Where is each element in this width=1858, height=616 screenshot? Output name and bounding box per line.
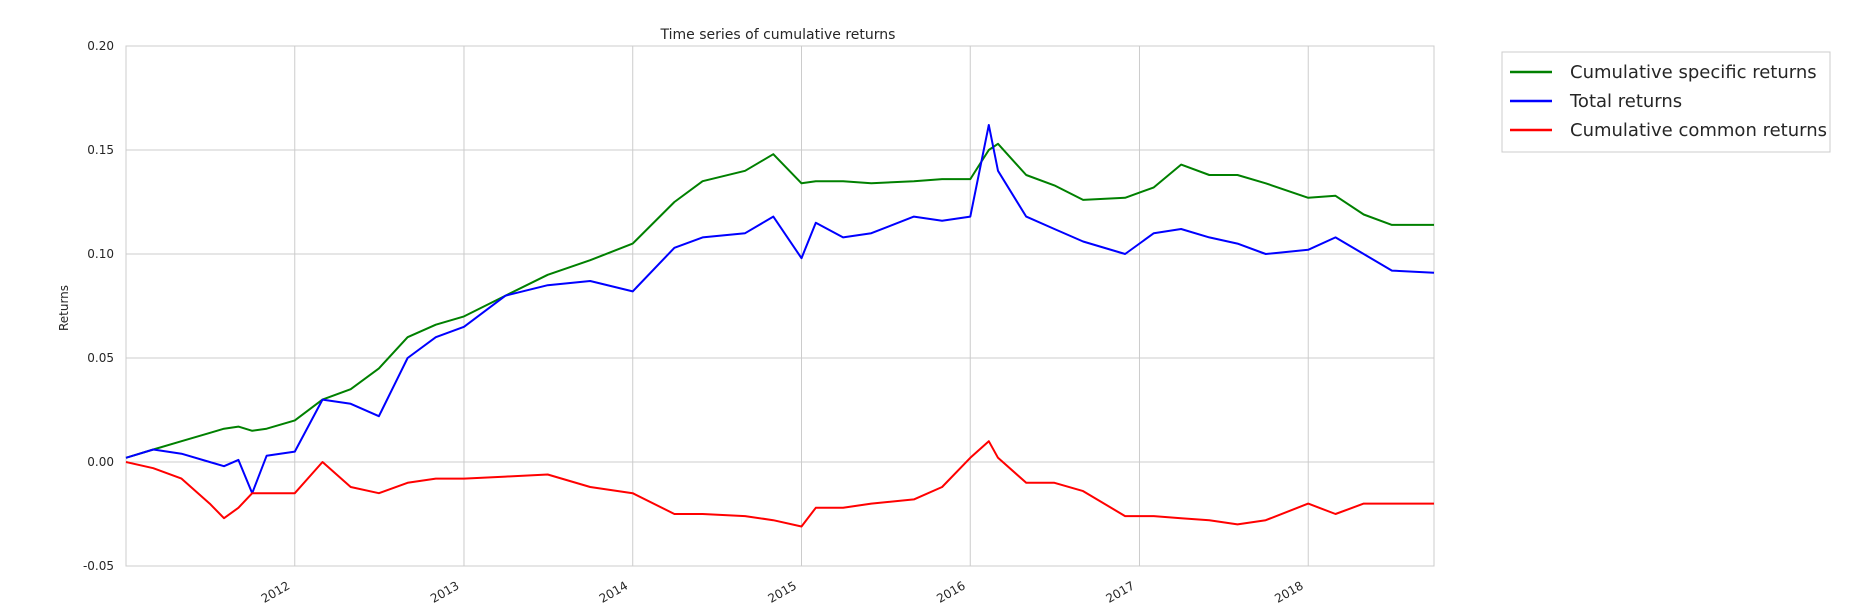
legend-label: Total returns <box>1569 91 1682 112</box>
grid <box>126 45 1434 567</box>
x-tick-label: 2018 <box>1272 578 1305 605</box>
y-tick-label: 0.00 <box>87 455 114 469</box>
y-tick-labels: -0.05 0.00 0.05 0.10 0.15 0.20 <box>83 39 114 573</box>
y-tick-label: 0.15 <box>87 143 114 157</box>
x-tick-label: 2017 <box>1104 578 1137 605</box>
legend-box <box>1501 51 1831 153</box>
x-tick-label: 2016 <box>934 578 967 605</box>
y-tick-label: 0.10 <box>87 247 114 261</box>
legend-label: Cumulative common returns <box>1570 120 1827 141</box>
x-tick-label: 2013 <box>428 578 461 605</box>
x-tick-labels: 2012 2013 2014 2015 2016 2017 2018 <box>259 578 1306 605</box>
x-tick-label: 2012 <box>259 578 292 605</box>
y-tick-label: 0.20 <box>87 39 114 53</box>
series-lines <box>125 124 1435 528</box>
series-line-2 <box>125 440 1434 528</box>
x-tick-label: 2014 <box>597 578 630 605</box>
y-axis-label: Returns <box>57 285 71 331</box>
legend-label: Cumulative specific returns <box>1570 62 1817 83</box>
series-line-1 <box>125 124 1435 495</box>
y-tick-label: -0.05 <box>83 559 114 573</box>
chart-title: Time series of cumulative returns <box>660 27 896 43</box>
y-tick-label: 0.05 <box>87 351 114 365</box>
series-line-0 <box>125 142 1434 459</box>
legend: Cumulative specific returns Total returns… <box>1501 51 1831 153</box>
x-tick-label: 2015 <box>766 578 799 605</box>
plot-frame <box>125 45 1435 567</box>
